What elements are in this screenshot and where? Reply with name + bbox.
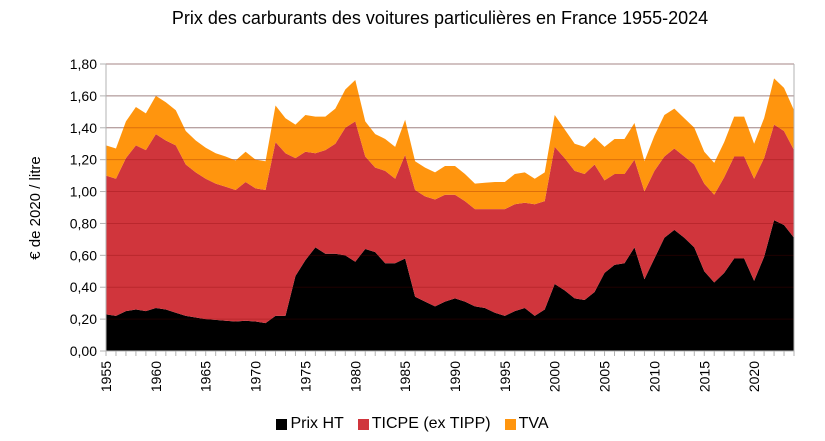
y-tick-label: 0,40	[70, 279, 97, 295]
legend-swatch-tva	[504, 418, 516, 430]
legend-item-prix-ht: Prix HT	[276, 415, 344, 433]
area-prix-ht	[106, 220, 794, 351]
y-tick-label: 0,20	[70, 311, 97, 327]
y-tick-label: 0,80	[70, 215, 97, 231]
x-tick-label: 1980	[347, 361, 363, 392]
x-tick-label: 2005	[597, 361, 613, 392]
y-axis: 0,00 0,20 0,40 0,60 0,80 1,00 1,20 1,40 1,60 1,80	[70, 56, 795, 359]
x-tick-label: 1965	[198, 361, 214, 392]
area-series	[106, 63, 794, 351]
y-tick-label: 0,60	[70, 247, 97, 263]
legend-label-tva: TVA	[518, 415, 549, 432]
x-tick-label: 1995	[497, 361, 513, 392]
x-tick-label: 1990	[447, 361, 463, 392]
legend-label-prix-ht: Prix HT	[290, 415, 344, 432]
y-tick-label: 1,20	[70, 152, 97, 168]
legend-label-ticpe: TICPE (ex TIPP)	[371, 415, 491, 432]
area-tva	[106, 78, 794, 210]
x-tick-label: 1985	[397, 361, 413, 392]
chart-title: Prix des carburants des voitures particu…	[171, 8, 709, 28]
y-tick-label: 1,80	[70, 56, 97, 72]
legend: Prix HT TICPE (ex TIPP) TVA	[0, 415, 825, 433]
legend-item-tva: TVA	[504, 415, 549, 433]
x-tick-label: 2000	[547, 361, 563, 392]
x-tick-label: 2020	[746, 361, 762, 392]
legend-swatch-ticpe	[357, 418, 369, 430]
y-tick-label: 1,40	[70, 120, 97, 136]
y-axis-title: € de 2020 / litre	[27, 156, 44, 259]
x-tick-label: 1960	[148, 361, 164, 392]
legend-item-ticpe: TICPE (ex TIPP)	[357, 415, 491, 433]
legend-swatch-prix-ht	[276, 418, 288, 430]
x-tick-label: 1955	[98, 361, 114, 392]
x-axis: 1955 1960 1965 1970 1975 1980 1985 1990 1995 2000…	[98, 350, 795, 392]
x-tick-label: 2010	[646, 361, 662, 392]
y-tick-label: 1,00	[70, 184, 97, 200]
area-ticpe-ex-tipp	[106, 121, 794, 324]
x-tick-label: 2015	[696, 361, 712, 392]
x-tick-label: 1970	[248, 361, 264, 392]
x-tick-label: 1975	[297, 361, 313, 392]
y-tick-label: 1,60	[70, 88, 97, 104]
y-tick-label: 0,00	[70, 343, 97, 359]
